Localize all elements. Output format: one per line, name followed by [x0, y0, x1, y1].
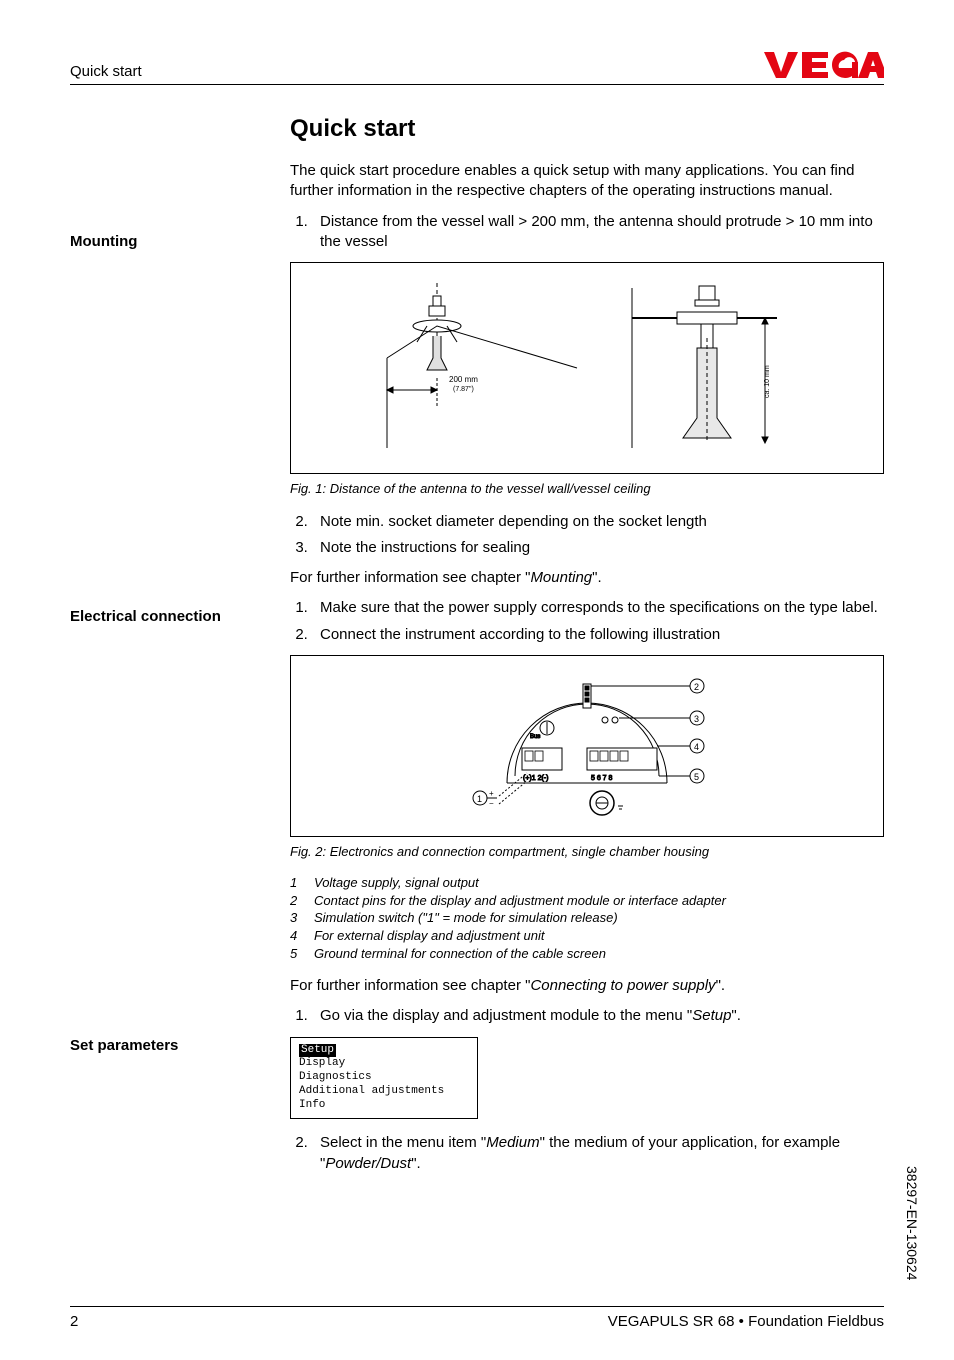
menu-item-selected: Setup — [299, 1044, 336, 1058]
electrical-step-1: Make sure that the power supply correspo… — [312, 598, 884, 618]
figure-1-left-diagram: 200 mm (7.87") — [377, 278, 587, 458]
svg-text:1: 1 — [477, 794, 482, 804]
electrical-further-info: For further information see chapter "Con… — [290, 976, 884, 996]
figure-2-diagram: Bus (+)1 2(-) 5 6 7 8 — [427, 668, 747, 823]
fig1-dim-in: (7.87") — [453, 386, 474, 393]
svg-text:2: 2 — [694, 682, 699, 692]
mounting-step-1: Distance from the vessel wall > 200 mm, … — [312, 212, 884, 253]
figure-1-right-diagram: ca. 10 mm — [617, 278, 797, 458]
header-section-text: Quick start — [70, 63, 142, 80]
electrical-step-2: Connect the instrument according to the … — [312, 625, 884, 645]
figure-2-legend: 1Voltage supply, signal output 2Contact … — [290, 874, 884, 962]
figure-2-box: Bus (+)1 2(-) 5 6 7 8 — [290, 655, 884, 837]
figure-1-box: 200 mm (7.87") — [290, 262, 884, 474]
menu-item: Info — [299, 1099, 325, 1111]
document-code: 38297-EN-130624 — [904, 1166, 920, 1280]
menu-item: Display — [299, 1057, 345, 1069]
svg-text:−: − — [489, 799, 494, 808]
params-step-1: Go via the display and adjustment module… — [312, 1006, 884, 1026]
mounting-further-info: For further information see chapter "Mou… — [290, 568, 884, 588]
lcd-menu-box: Setup Display Diagnostics Additional adj… — [290, 1037, 478, 1120]
product-name: VEGAPULS SR 68 • Foundation Fieldbus — [608, 1313, 884, 1330]
page-number: 2 — [70, 1313, 78, 1330]
svg-text:3: 3 — [694, 714, 699, 724]
intro-paragraph: The quick start procedure enables a quic… — [290, 161, 884, 202]
mounting-step-2: Note min. socket diameter depending on t… — [312, 512, 884, 532]
mounting-label: Mounting — [70, 233, 270, 250]
mounting-step-3: Note the instructions for sealing — [312, 538, 884, 558]
vega-logo — [764, 50, 884, 80]
svg-text:5: 5 — [694, 772, 699, 782]
svg-text:5 6 7 8: 5 6 7 8 — [591, 775, 613, 782]
figure-2-caption: Fig. 2: Electronics and connection compa… — [290, 843, 884, 861]
svg-text:+: + — [489, 789, 494, 798]
menu-item: Additional adjustments — [299, 1085, 444, 1097]
menu-item: Diagnostics — [299, 1071, 372, 1083]
svg-text:4: 4 — [694, 742, 699, 752]
params-step-2: Select in the menu item "Medium" the med… — [312, 1133, 884, 1174]
figure-1-caption: Fig. 1: Distance of the antenna to the v… — [290, 480, 884, 498]
fig1-dim-mm: 200 mm — [449, 375, 478, 384]
page-footer: 2 VEGAPULS SR 68 • Foundation Fieldbus — [70, 1306, 884, 1330]
fig1-side-label: ca. 10 mm — [764, 365, 771, 398]
electrical-label: Electrical connection — [70, 608, 270, 625]
page-header: Quick start — [70, 50, 884, 85]
params-label: Set parameters — [70, 1037, 270, 1054]
svg-text:Bus: Bus — [530, 734, 540, 740]
page-title: Quick start — [290, 115, 884, 143]
